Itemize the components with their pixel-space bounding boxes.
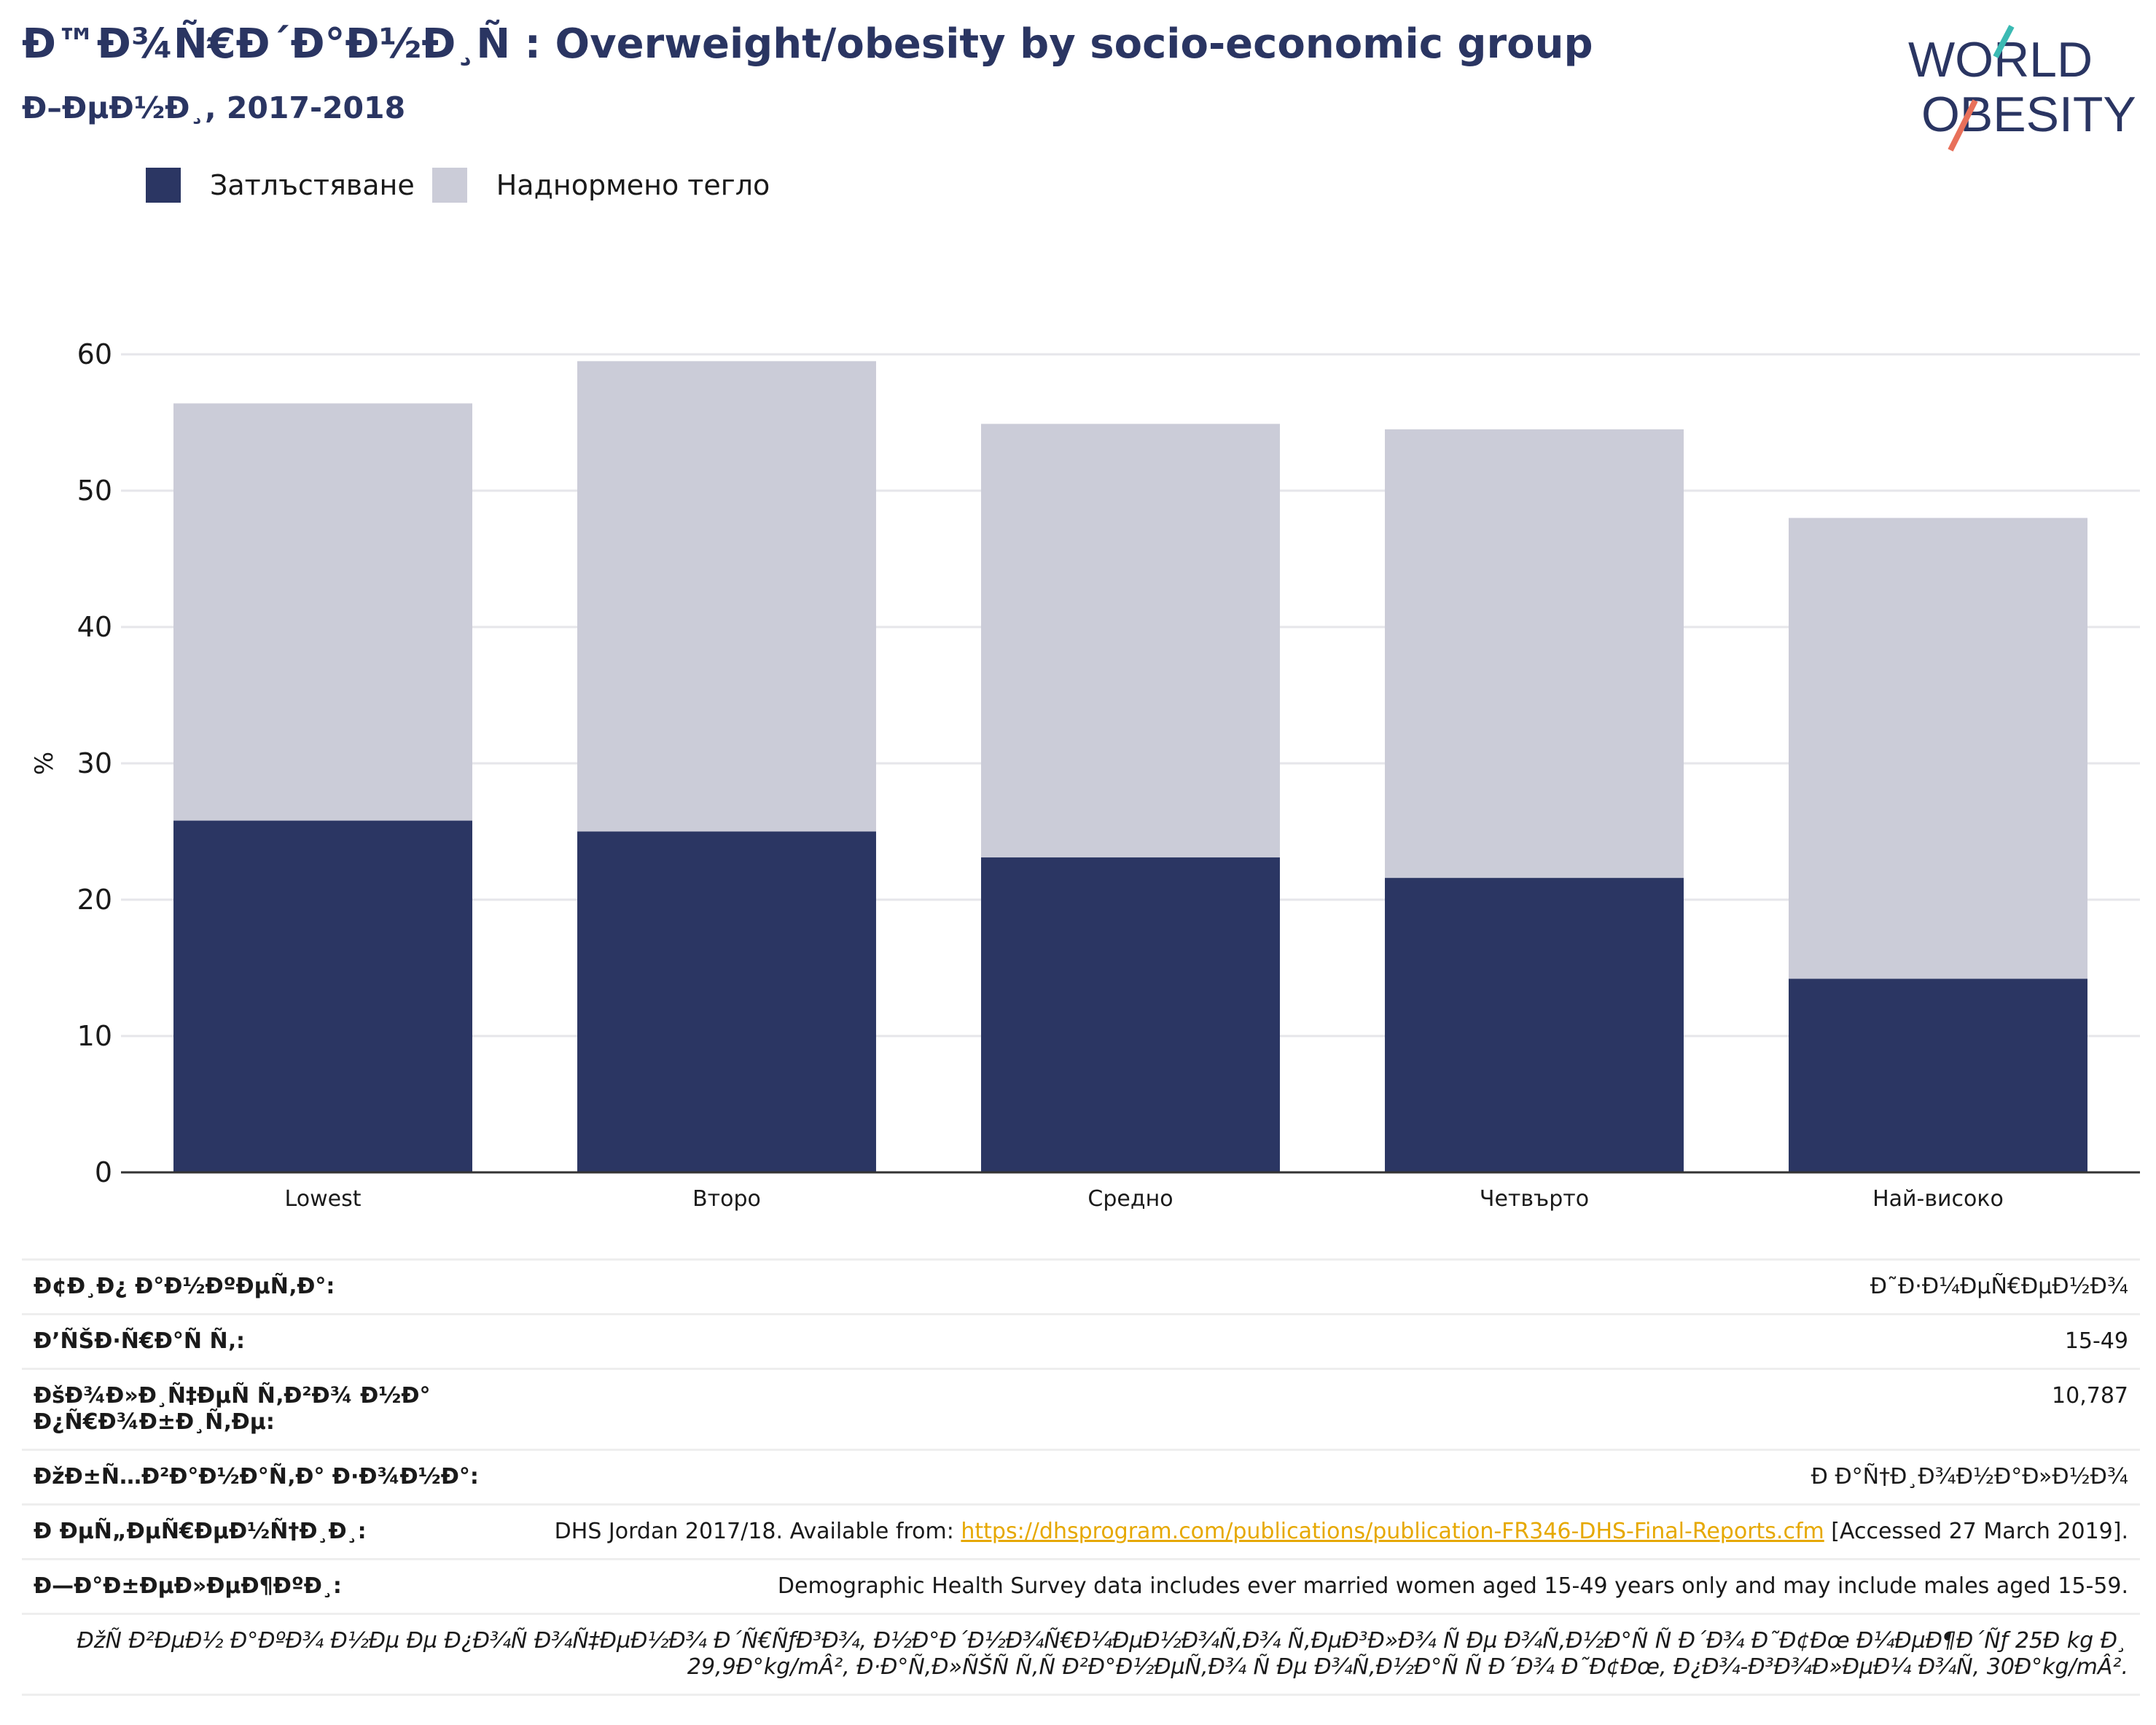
y-tick-label: 10 bbox=[77, 1020, 112, 1052]
y-tick-label: 50 bbox=[77, 475, 112, 507]
logo-word-1: WORLD bbox=[1908, 32, 2093, 87]
y-tick-label: 20 bbox=[77, 884, 112, 916]
survey-details-table: Ð¢Ð¸Ð¿ Ð°Ð½ÐºÐµÑ‚Ð°: Ð˜Ð·Ð¼ÐµÑ€ÐµÐ½Ð¾ Ð’… bbox=[22, 1258, 2140, 1696]
stacked-bar-chart: 0 10 20 30 40 50 60% Lowest Второ Средно Четвърто Н… bbox=[30, 338, 2140, 1212]
detail-row-area-covered: ÐžÐ±Ñ…Ð²Ð°Ð½Ð°Ñ‚Ð° Ð·Ð¾Ð½Ð°: Ð Ð°Ñ†Ð¸Ð¾Ð… bbox=[22, 1449, 2140, 1503]
detail-value: 15-49 bbox=[2064, 1328, 2128, 1354]
logo-stripe-teal bbox=[1993, 25, 2015, 58]
detail-row-age: Ð’ÑŠÐ·Ñ€Ð°Ñ Ñ‚: 15-49 bbox=[22, 1313, 2140, 1368]
bar-obesity bbox=[981, 857, 1280, 1172]
detail-key: Ð¢Ð¸Ð¿ Ð°Ð½ÐºÐµÑ‚Ð°: bbox=[34, 1274, 335, 1299]
x-tick-label: Средно bbox=[1087, 1186, 1173, 1212]
x-tick-label: Четвърто bbox=[1480, 1186, 1589, 1212]
bar-obesity bbox=[173, 820, 472, 1172]
detail-key: ÐžÐ±Ñ…Ð²Ð°Ð½Ð°Ñ‚Ð° Ð·Ð¾Ð½Ð°: bbox=[34, 1464, 479, 1490]
definition-footnote: ÐžÑ Ð²ÐµÐ½ Ð°ÐºÐ¾ Ð½Ðµ Ðµ Ð¿Ð¾Ñ Ð¾Ñ‡ÐµÐ½… bbox=[22, 1613, 2140, 1696]
x-tick-label: Най-високо bbox=[1872, 1186, 2004, 1212]
page-title: Ð™Ð¾Ñ€Ð´Ð°Ð½Ð¸Ñ : Overweight/obesity by … bbox=[22, 20, 1593, 68]
detail-key: Ð’ÑŠÐ·Ñ€Ð°Ñ Ñ‚: bbox=[34, 1328, 245, 1354]
reference-suffix: [Accessed 27 March 2019]. bbox=[1824, 1519, 2128, 1544]
detail-row-survey-type: Ð¢Ð¸Ð¿ Ð°Ð½ÐºÐµÑ‚Ð°: Ð˜Ð·Ð¼ÐµÑ€ÐµÐ½Ð¾ bbox=[22, 1258, 2140, 1313]
x-tick-label: Второ bbox=[692, 1186, 761, 1212]
bar-overweight bbox=[173, 403, 472, 821]
reference-prefix: DHS Jordan 2017/18. Available from: bbox=[554, 1519, 961, 1544]
detail-value: 10,787 bbox=[2052, 1383, 2128, 1409]
detail-row-notes: Ð—Ð°Ð±ÐµÐ»ÐµÐ¶ÐºÐ¸: Demographic Health S… bbox=[22, 1558, 2140, 1613]
bar-overweight bbox=[577, 361, 876, 832]
detail-value: Ð Ð°Ñ†Ð¸Ð¾Ð½Ð°Ð»Ð½Ð¾ bbox=[1811, 1464, 2128, 1490]
bar-overweight bbox=[1385, 429, 1684, 879]
bar-obesity bbox=[1385, 878, 1684, 1172]
legend-swatch-overweight bbox=[431, 168, 467, 203]
detail-key: Ð—Ð°Ð±ÐµÐ»ÐµÐ¶ÐºÐ¸: bbox=[34, 1573, 342, 1599]
bar-obesity bbox=[1789, 978, 2087, 1172]
detail-key: Ð ÐµÑ„ÐµÑ€ÐµÐ½Ñ†Ð¸Ð¸: bbox=[34, 1519, 367, 1544]
bar-overweight bbox=[981, 424, 1280, 858]
world-obesity-logo: WORLD OBESITY bbox=[1908, 25, 2136, 152]
legend-label-obesity: Затлъстяване bbox=[210, 169, 415, 201]
detail-value: Ð˜Ð·Ð¼ÐµÑ€ÐµÐ½Ð¾ bbox=[1870, 1274, 2128, 1299]
detail-row-references: Ð ÐµÑ„ÐµÑ€ÐµÐ½Ñ†Ð¸Ð¸: DHS Jordan 2017/18… bbox=[22, 1503, 2140, 1558]
legend-label-overweight: Наднормено тегло bbox=[496, 169, 770, 201]
bar-obesity bbox=[577, 831, 876, 1172]
detail-value: DHS Jordan 2017/18. Available from: http… bbox=[485, 1519, 2128, 1545]
y-tick-label: 0 bbox=[95, 1156, 112, 1188]
detail-value: Demographic Health Survey data includes … bbox=[777, 1573, 2128, 1599]
legend-swatch-obesity bbox=[146, 168, 181, 203]
y-axis-label: % bbox=[30, 752, 59, 775]
y-tick-label: 40 bbox=[77, 611, 112, 643]
bar-overweight bbox=[1789, 518, 2087, 979]
detail-key: ÐšÐ¾Ð»Ð¸Ñ‡ÐµÑ Ñ‚Ð²Ð¾ Ð½Ð° Ð¿Ñ€Ð¾Ð±Ð¸Ñ‚Ðµ… bbox=[34, 1383, 431, 1435]
y-tick-label: 30 bbox=[77, 747, 112, 779]
logo-stripe-coral bbox=[1948, 99, 1978, 152]
detail-row-sample-size: ÐšÐ¾Ð»Ð¸Ñ‡ÐµÑ Ñ‚Ð²Ð¾ Ð½Ð° Ð¿Ñ€Ð¾Ð±Ð¸Ñ‚Ðµ… bbox=[22, 1368, 2140, 1449]
chart-legend: Затлъстяване Наднормено тегло bbox=[146, 168, 787, 203]
page-subtitle: Ð–ÐµÐ½Ð¸, 2017-2018 bbox=[22, 90, 406, 125]
x-tick-label: Lowest bbox=[285, 1186, 362, 1212]
y-tick-label: 60 bbox=[77, 338, 112, 370]
reference-link[interactable]: https://dhsprogram.com/publications/publ… bbox=[961, 1519, 1824, 1544]
